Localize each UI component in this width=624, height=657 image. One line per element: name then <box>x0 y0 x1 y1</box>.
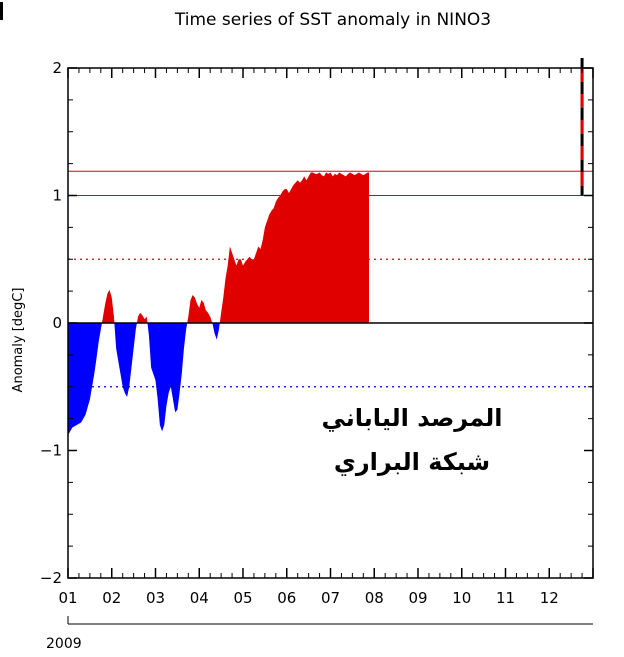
y-tick-label: 2 <box>52 59 62 77</box>
x-tick-label: 11 <box>496 589 515 607</box>
anomaly-area-group <box>68 172 369 436</box>
y-tick-label: −2 <box>40 569 62 587</box>
y-tick-label: 1 <box>52 187 62 205</box>
y-tick-label: 0 <box>52 314 62 332</box>
x-tick-label: 06 <box>277 589 296 607</box>
y-axis-label: Anomaly [degC] <box>11 288 26 393</box>
x-tick-label: 02 <box>102 589 121 607</box>
chart-title: Time series of SST anomaly in NINO3 <box>174 10 491 30</box>
y-tick-label: −1 <box>40 442 62 460</box>
y-ticks: 2 1 0 −1 −2 <box>40 59 593 587</box>
x-tick-label: 08 <box>365 589 384 607</box>
x-tick-label: 10 <box>452 589 471 607</box>
x-tick-label: 09 <box>408 589 427 607</box>
reference-lines <box>68 170 593 388</box>
negative-anomaly-area <box>68 323 369 436</box>
x-tick-label: 05 <box>233 589 252 607</box>
x-tick-label: 04 <box>190 589 209 607</box>
plot-area: 210−1−2 01 02 03 04 05 06 07 08 09 10 11 12 <box>40 58 594 607</box>
watermark-line-2: شبكة البراري <box>334 448 490 476</box>
x-tick-label: 12 <box>540 589 559 607</box>
x-tick-label: 07 <box>321 589 340 607</box>
watermark-line-1: المرصد الياباني <box>321 404 502 432</box>
x-ticks: 01 02 03 04 05 06 07 08 09 10 11 12 <box>58 68 594 607</box>
positive-anomaly-area <box>68 172 369 323</box>
x-tick-label: 01 <box>58 589 77 607</box>
x-tick-label: 03 <box>146 589 165 607</box>
year-label: 2009 <box>46 636 82 652</box>
left-edge-mark <box>0 2 3 20</box>
